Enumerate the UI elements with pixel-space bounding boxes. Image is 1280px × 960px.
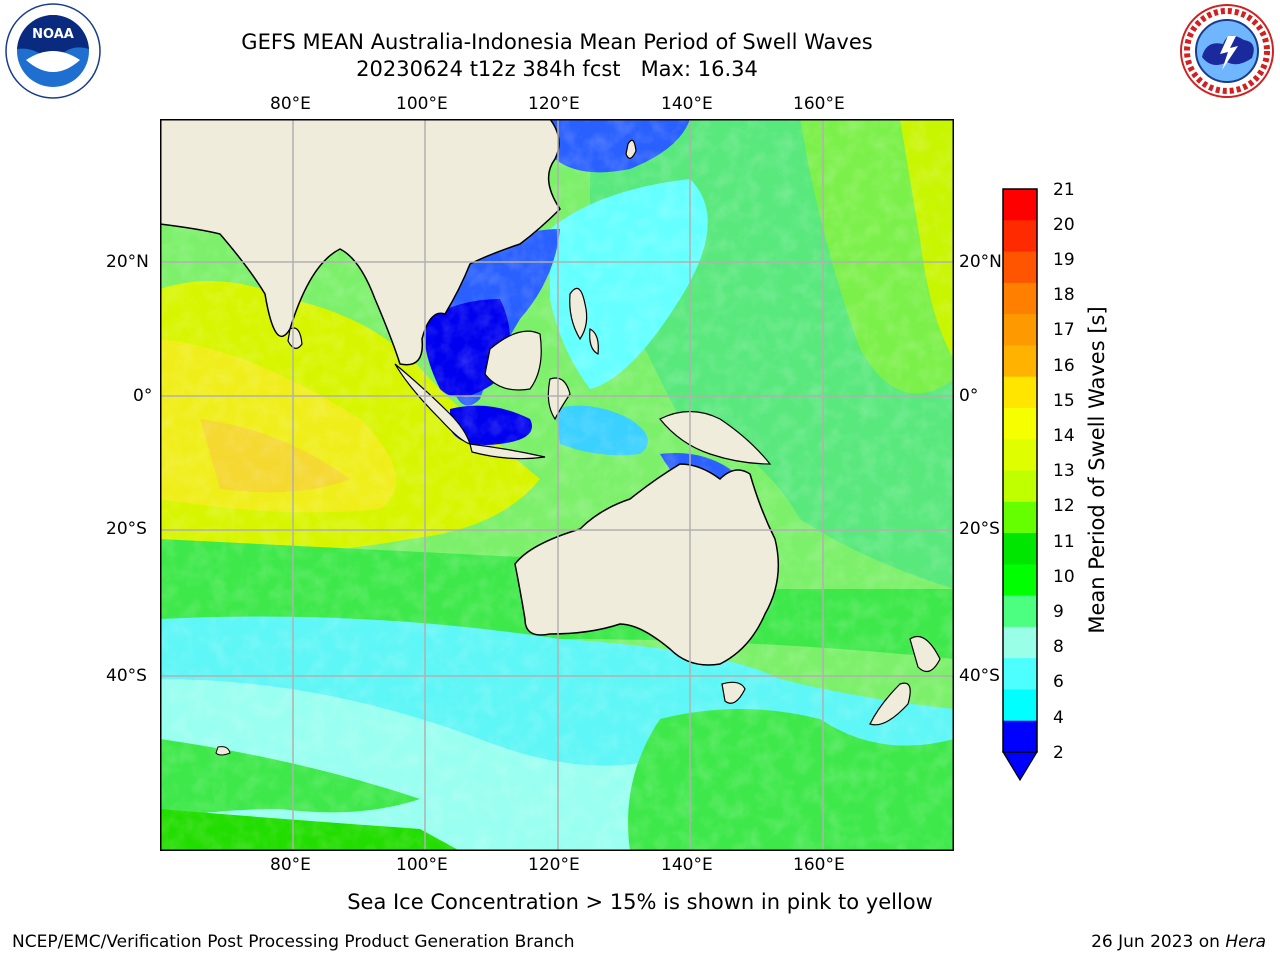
colorbar-tick: 11 bbox=[1053, 532, 1075, 552]
lat-tick-right-20n: 20°N bbox=[959, 252, 1002, 272]
tasmania bbox=[721, 681, 746, 704]
lon-tick-top-80e: 80°E bbox=[270, 94, 311, 114]
lat-tick-left-0: 0° bbox=[133, 386, 153, 406]
colorbar-tick: 6 bbox=[1053, 672, 1064, 692]
lat-tick-right-20s: 20°S bbox=[959, 519, 1000, 539]
colorbar-segment bbox=[1003, 376, 1037, 409]
colorbar-tick: 21 bbox=[1053, 180, 1075, 200]
colorbar-tick: 18 bbox=[1053, 285, 1075, 305]
footer-date: 26 Jun 2023 on Hera bbox=[1091, 932, 1266, 952]
colorbar-tick: 14 bbox=[1053, 426, 1075, 446]
colorbar-segment bbox=[1003, 439, 1037, 471]
colorbar bbox=[1001, 188, 1039, 782]
colorbar-segment bbox=[1003, 251, 1037, 284]
colorbar-segment bbox=[1003, 564, 1037, 597]
lon-tick-top-100e: 100°E bbox=[396, 94, 448, 114]
lon-tick-bottom-160e: 160°E bbox=[793, 855, 845, 875]
lat-tick-left-20n: 20°N bbox=[106, 252, 149, 272]
sea-ice-caption: Sea Ice Concentration > 15% is shown in … bbox=[347, 890, 933, 914]
colorbar-segment bbox=[1003, 407, 1037, 440]
colorbar-segment bbox=[1003, 658, 1037, 690]
asia-landmass bbox=[160, 119, 561, 366]
colorbar-tick: 10 bbox=[1053, 567, 1075, 587]
colorbar-segment bbox=[1003, 282, 1037, 315]
colorbar-tick: 20 bbox=[1053, 215, 1075, 235]
lon-tick-top-140e: 140°E bbox=[661, 94, 713, 114]
borneo bbox=[484, 330, 542, 391]
colorbar-tick: 4 bbox=[1053, 708, 1064, 728]
map-subtitle: 20230624 t12z 384h fcst Max: 16.34 bbox=[356, 57, 758, 81]
colorbar-segment bbox=[1003, 314, 1037, 346]
colorbar-tick: 9 bbox=[1053, 602, 1064, 622]
graticule bbox=[160, 119, 954, 851]
lat-tick-right-40s: 40°S bbox=[959, 666, 1000, 686]
colorbar-tick: 13 bbox=[1053, 461, 1075, 481]
swell-period-map bbox=[160, 119, 954, 851]
footer-credit: NCEP/EMC/Verification Post Processing Pr… bbox=[12, 932, 575, 952]
java bbox=[469, 443, 546, 460]
colorbar-segment bbox=[1003, 720, 1037, 753]
colorbar-segment bbox=[1003, 533, 1037, 565]
new-guinea bbox=[659, 410, 772, 465]
map-frame bbox=[160, 119, 954, 851]
colorbar-segment bbox=[1003, 470, 1037, 503]
nws-logo bbox=[1180, 4, 1274, 98]
lon-tick-bottom-120e: 120°E bbox=[528, 855, 580, 875]
colorbar-tick: 2 bbox=[1053, 743, 1064, 763]
lon-tick-bottom-140e: 140°E bbox=[661, 855, 713, 875]
colorbar-label: Mean Period of Swell Waves [s] bbox=[1085, 306, 1109, 634]
noaa-logo-text: NOAA bbox=[32, 27, 74, 42]
footer-host: Hera bbox=[1225, 932, 1266, 952]
colorbar-segment bbox=[1003, 345, 1037, 378]
colorbar-segment bbox=[1003, 689, 1037, 722]
lon-tick-bottom-80e: 80°E bbox=[270, 855, 311, 875]
sulawesi bbox=[547, 377, 571, 421]
colorbar-tick: 17 bbox=[1053, 320, 1075, 340]
lon-tick-top-120e: 120°E bbox=[528, 94, 580, 114]
colorbar-tick: 19 bbox=[1053, 250, 1075, 270]
noaa-logo: NOAA bbox=[5, 3, 101, 99]
colorbar-segment bbox=[1003, 626, 1037, 659]
colorbar-tick: 15 bbox=[1053, 391, 1075, 411]
lon-tick-top-160e: 160°E bbox=[793, 94, 845, 114]
colorbar-segment bbox=[1003, 189, 1037, 221]
new-zealand-north bbox=[909, 635, 941, 673]
australia-landmass bbox=[514, 463, 780, 666]
colorbar-segment bbox=[1003, 501, 1037, 534]
philippines bbox=[569, 287, 599, 355]
lat-tick-left-40s: 40°S bbox=[106, 666, 147, 686]
colorbar-tick: 8 bbox=[1053, 637, 1064, 657]
lat-tick-right-0: 0° bbox=[959, 386, 979, 406]
colorbar-tick: 16 bbox=[1053, 356, 1075, 376]
footer-date-text: 26 Jun 2023 on bbox=[1091, 932, 1226, 952]
colorbar-tick: 12 bbox=[1053, 496, 1075, 516]
new-zealand-south bbox=[869, 682, 911, 726]
lat-tick-left-20s: 20°S bbox=[106, 519, 147, 539]
colorbar-segment bbox=[1003, 595, 1037, 628]
colorbar-extend-arrow bbox=[1001, 751, 1039, 782]
colorbar-segment bbox=[1003, 220, 1037, 253]
lon-tick-bottom-100e: 100°E bbox=[396, 855, 448, 875]
map-title: GEFS MEAN Australia-Indonesia Mean Perio… bbox=[241, 30, 873, 54]
